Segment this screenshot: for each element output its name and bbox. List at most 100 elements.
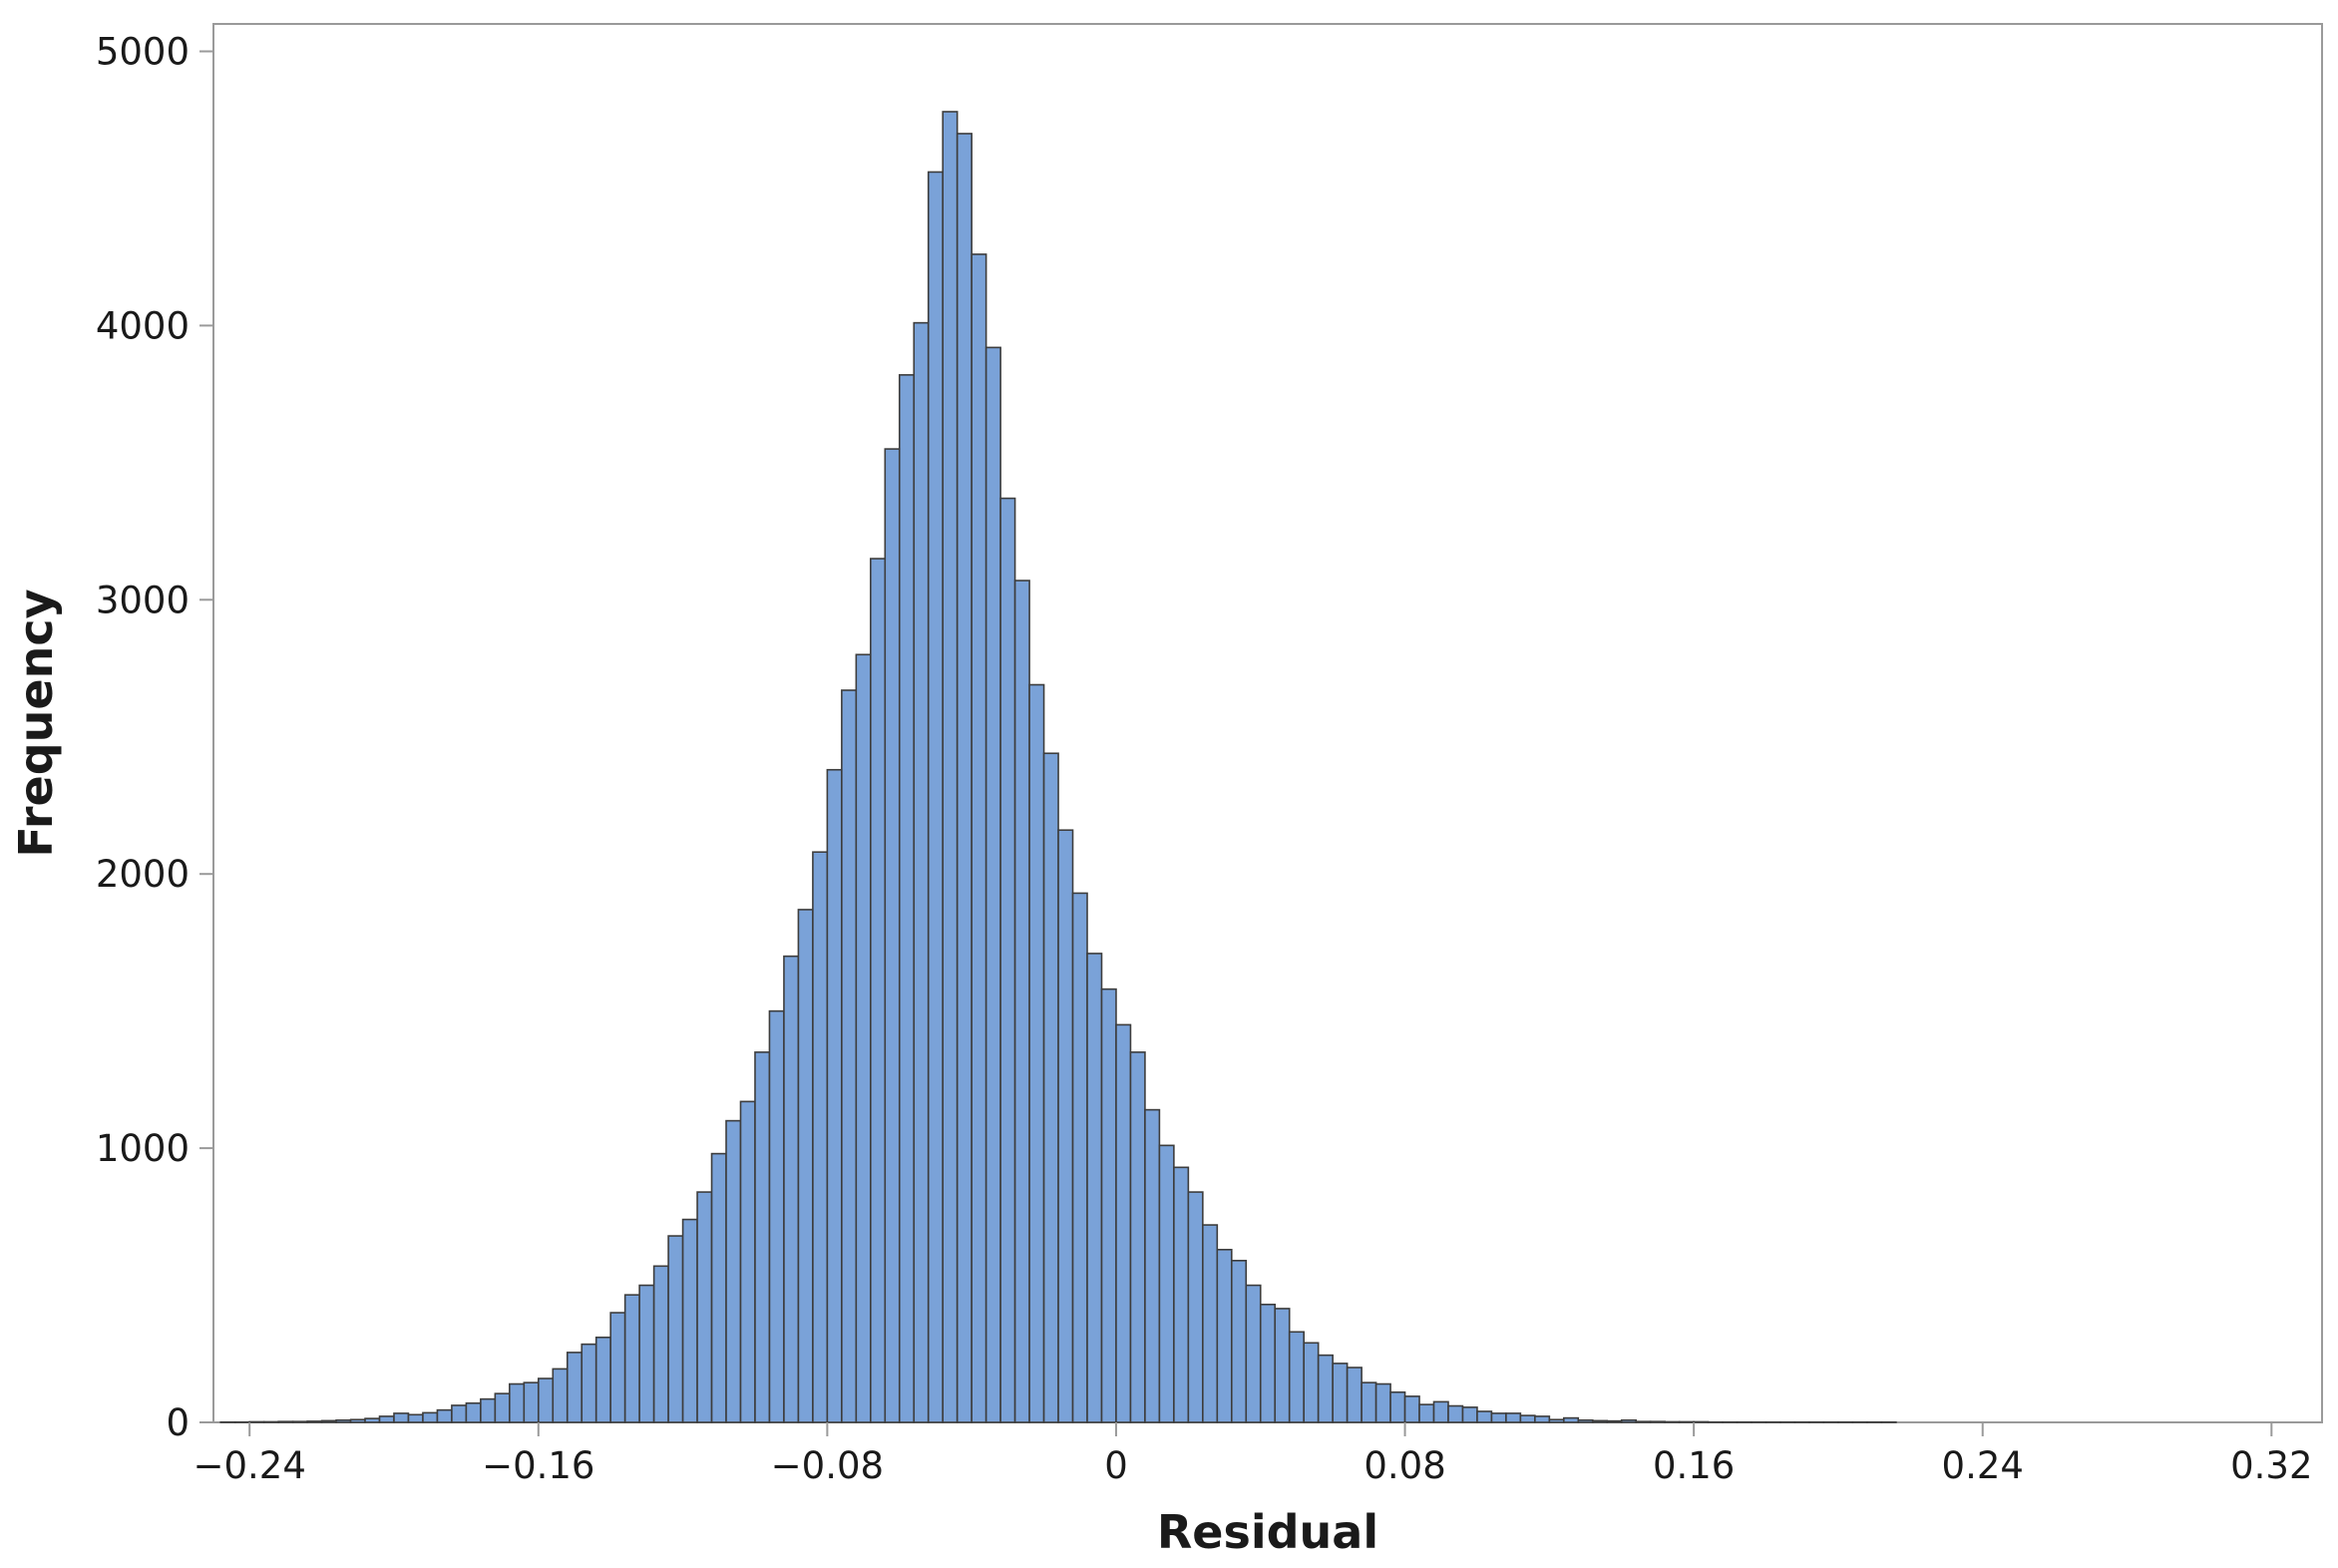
histogram-bar [523, 1381, 540, 1423]
histogram-bar [1461, 1406, 1478, 1423]
y-tick-label: 3000 [96, 579, 190, 621]
histogram-bar [652, 1265, 669, 1423]
histogram-bar [696, 1191, 713, 1423]
histogram-bar [1664, 1420, 1681, 1423]
histogram-bar [1534, 1415, 1551, 1423]
x-tick-label: −0.24 [194, 1444, 306, 1487]
histogram-bar [1505, 1412, 1522, 1423]
histogram-bar [898, 374, 916, 1423]
histogram-bar [1519, 1414, 1536, 1423]
histogram-bar [1577, 1419, 1594, 1423]
x-tick-label: −0.16 [482, 1444, 594, 1487]
histogram-bar [927, 171, 945, 1423]
histogram-bar [1259, 1303, 1277, 1423]
histogram-bar [1202, 1224, 1219, 1423]
histogram-bar [984, 346, 1001, 1423]
histogram-bar [407, 1413, 424, 1423]
histogram-bar [1374, 1382, 1391, 1423]
histogram-bar [1389, 1390, 1406, 1423]
y-tick-label: 1000 [96, 1127, 190, 1170]
histogram-bar [841, 689, 858, 1423]
histogram-bar [451, 1404, 468, 1423]
histogram-bar [1693, 1420, 1710, 1423]
histogram-bar [739, 1100, 756, 1423]
histogram-bar [609, 1312, 626, 1423]
histogram-bar [1129, 1051, 1146, 1423]
histogram-bar [537, 1377, 555, 1423]
histogram-bar [1447, 1404, 1464, 1423]
histogram-bar [1303, 1342, 1320, 1423]
histogram-bar [465, 1401, 482, 1423]
histogram-bar [581, 1343, 597, 1423]
histogram-bar [725, 1119, 742, 1423]
plot-frame [212, 23, 2323, 1423]
x-tick-label: 0.08 [1364, 1444, 1445, 1487]
histogram-bar [1346, 1367, 1363, 1423]
histogram-bar [667, 1235, 684, 1423]
histogram-bar [277, 1420, 294, 1423]
histogram-bar [436, 1408, 453, 1423]
histogram-bar [262, 1420, 279, 1423]
histogram-bar [1548, 1418, 1565, 1423]
histogram-bar [349, 1418, 366, 1423]
histogram-bar [1042, 752, 1059, 1423]
y-axis: 0 1000 2000 3000 4000 5000 [96, 30, 213, 1444]
histogram-bar [1274, 1308, 1291, 1423]
histogram-bar [1288, 1331, 1305, 1423]
y-axis-title: Frequency [9, 588, 63, 857]
histogram-bar [1361, 1381, 1377, 1423]
histogram-bar [768, 1009, 785, 1423]
histogram-bar [1158, 1144, 1175, 1423]
histogram-bar [1635, 1420, 1652, 1423]
histogram-bar [1013, 580, 1030, 1423]
histogram-bar [942, 111, 959, 1423]
histogram-bar [1591, 1419, 1609, 1423]
histogram-bar [335, 1419, 352, 1423]
x-tick-label: 0.32 [2230, 1444, 2312, 1487]
x-tick-label: 0.16 [1653, 1444, 1735, 1487]
histogram-bar [1403, 1395, 1420, 1423]
histogram-bar [1216, 1249, 1233, 1423]
histogram-bar [812, 851, 829, 1423]
histogram-bar [1115, 1023, 1132, 1423]
x-axis-title: Residual [1157, 1505, 1378, 1559]
histogram-bar [884, 448, 901, 1423]
histogram-bar [320, 1419, 337, 1423]
histogram-bar [1620, 1419, 1638, 1423]
histogram-bar [378, 1415, 395, 1423]
histogram-bar [1144, 1108, 1161, 1423]
histogram-bar [566, 1352, 584, 1423]
histogram-bar [509, 1382, 526, 1423]
histogram-bar [1086, 953, 1103, 1423]
histogram-bar [1100, 987, 1117, 1423]
histogram-bar [1231, 1260, 1248, 1423]
histogram-bar [754, 1051, 771, 1423]
histogram-bar [783, 955, 800, 1423]
histogram-bar [422, 1411, 439, 1423]
histogram-bar [870, 558, 887, 1423]
histogram-bar [638, 1284, 655, 1423]
histogram-bar [1432, 1400, 1449, 1423]
histogram-bar [1028, 683, 1045, 1423]
histogram-bar [494, 1392, 511, 1423]
y-tick-label: 4000 [96, 304, 190, 347]
histogram-bar [1317, 1354, 1334, 1423]
histogram-bar [1071, 892, 1088, 1423]
histogram-bar [1476, 1410, 1493, 1423]
x-tick-label: 0 [1104, 1444, 1128, 1487]
histogram-bar [306, 1420, 323, 1423]
histogram-bar [1173, 1166, 1190, 1423]
histogram-bar [826, 768, 843, 1423]
histogram-bar [1606, 1419, 1623, 1423]
histogram-bar [999, 497, 1016, 1423]
histogram-bar [855, 653, 872, 1423]
histogram-bar [623, 1294, 640, 1423]
x-tick-label: 0.24 [1942, 1444, 2024, 1487]
histogram-bar [1678, 1420, 1695, 1423]
histogram-bar [393, 1412, 410, 1423]
histogram-bar [710, 1152, 727, 1423]
histogram-bar [681, 1218, 698, 1423]
histogram-bar [364, 1417, 381, 1423]
